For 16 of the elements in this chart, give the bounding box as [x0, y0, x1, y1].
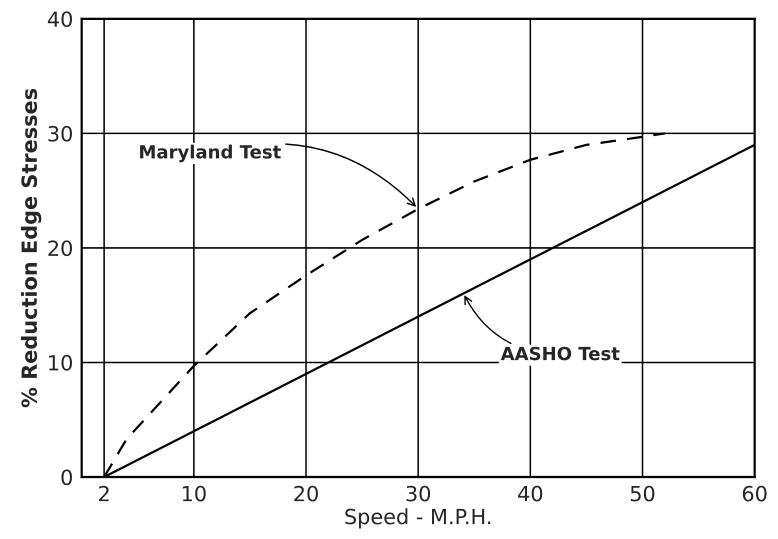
y-tick-label: 40 — [48, 11, 72, 28]
x-tick-label: 2 — [99, 486, 109, 502]
x-tick-label: 10 — [182, 486, 206, 502]
y-tick-label: 0 — [61, 469, 72, 486]
x-tick-label: 30 — [406, 486, 430, 502]
y-tick-label: 10 — [49, 354, 72, 371]
x-tick-label: 20 — [294, 486, 318, 502]
annotation: Maryland Test — [140, 144, 281, 162]
x-tick-label: 50 — [630, 486, 654, 502]
annotation: AASHO Test — [500, 346, 620, 360]
y-tick-label: 20 — [48, 240, 72, 256]
x-axis-title: Speed - M.P.H. — [345, 508, 490, 528]
x-tick-label: 40 — [518, 486, 542, 502]
y-tick-label: 30 — [48, 126, 72, 142]
x-tick-label: 60 — [742, 486, 767, 502]
y-axis-title: % Reduction Edge Stresses — [20, 88, 42, 408]
